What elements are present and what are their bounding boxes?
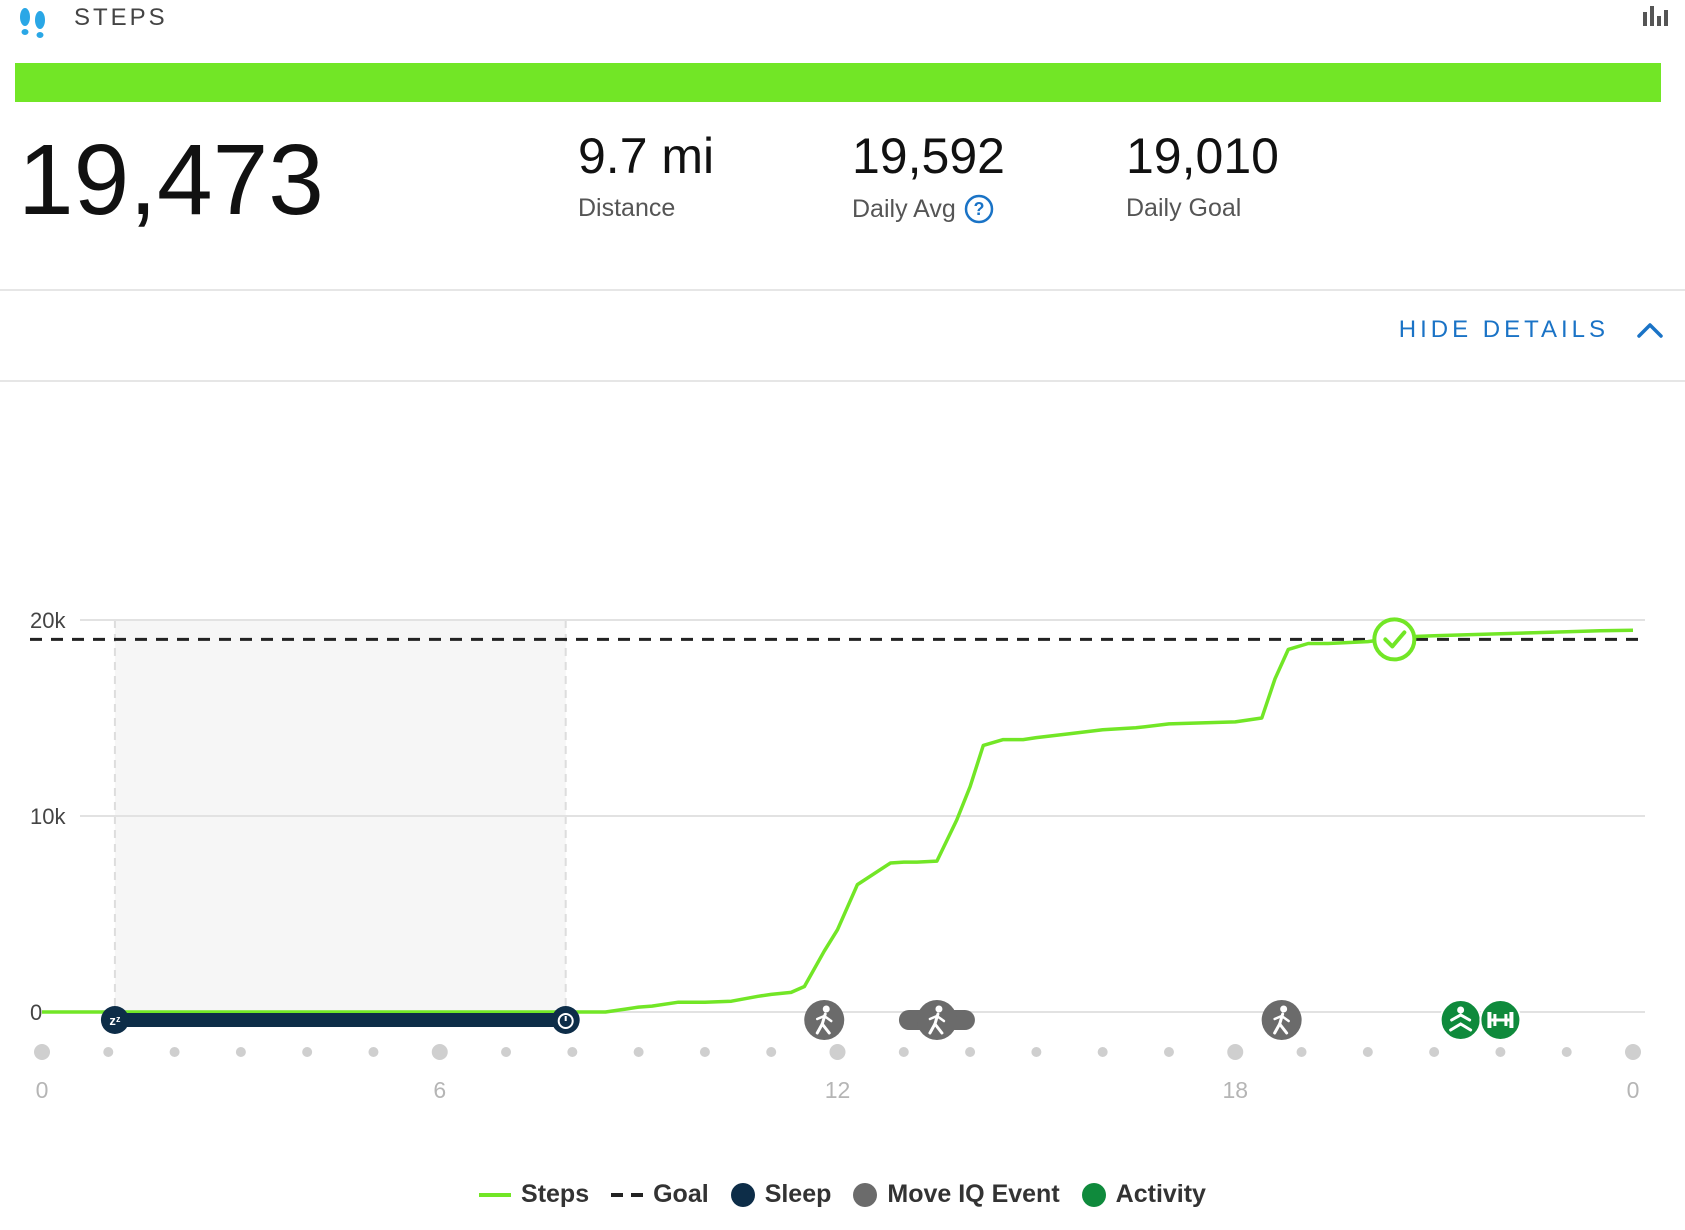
hour-dot [766,1047,777,1057]
hour-dot-major [829,1044,846,1060]
hide-details-label: HIDE DETAILS [1398,316,1609,343]
hour-dot [368,1047,379,1057]
x-tick-label: 0 [36,1077,49,1103]
hour-dot [1296,1047,1307,1057]
hour-dot-major [34,1044,50,1060]
steps-line [42,628,1634,1014]
distance-stat: 9.7 mi Distance [578,128,714,223]
yoga-icon [1457,1006,1465,1014]
legend-steps: Steps [479,1180,589,1209]
hour-dot [103,1047,114,1057]
steps-chart: 0 10k 20k zᶻ 0 6 12 18 0 [30,608,1645,1103]
daily-goal-value: 19,010 [1126,128,1279,184]
x-tick-label: 18 [1222,1077,1248,1103]
bar-chart-icon[interactable] [1641,4,1669,28]
hour-dot [1495,1047,1506,1057]
svg-text:?: ? [973,199,984,219]
legend-goal: Goal [611,1180,709,1209]
daily-avg-stat: 19,592 Daily Avg ? [852,128,1005,224]
legend-activity: Activity [1081,1180,1206,1209]
help-icon[interactable]: ? [964,194,994,224]
legend-sleep-dot [730,1182,755,1207]
widget-title: STEPS [74,4,168,31]
dumbbell-plate [1493,1014,1497,1026]
dumbbell-plate [1487,1012,1492,1028]
y-tick-label: 20k [30,608,66,633]
hour-dot [302,1047,313,1057]
legend-steps-swatch [479,1192,512,1197]
hour-dot [965,1047,976,1057]
legend-moveiq-dot [853,1182,878,1207]
legend-activity-dot [1081,1182,1106,1207]
figure-arms [1273,1014,1290,1023]
divider [0,380,1685,382]
yoga-arms [1450,1013,1472,1022]
distance-value: 9.7 mi [578,128,715,184]
checkmark-icon [1383,630,1407,649]
hour-dot [699,1047,710,1057]
legend-steps-label: Steps [521,1180,590,1208]
dumbbell-plate [1504,1014,1508,1026]
x-tick-label: 6 [433,1077,446,1103]
chevron-up-icon [1637,323,1663,338]
hour-dot [169,1047,180,1057]
hour-dot [1163,1047,1174,1057]
hour-dot [567,1047,578,1057]
hour-dot-major [431,1044,448,1060]
yoga-legs [1449,1022,1473,1032]
goal-progress-bar [15,63,1661,102]
legend-moveiq-label: Move IQ Event [887,1180,1060,1208]
daily-avg-value: 19,592 [852,128,1005,184]
sleep-zzz-icon: zᶻ [109,1013,121,1028]
hour-dot [898,1047,909,1057]
legend-sleep-label: Sleep [764,1180,832,1208]
daily-avg-label: Daily Avg [852,194,956,223]
divider [0,289,1685,291]
figure-leg [820,1022,831,1035]
footprints-icon [20,8,45,38]
hour-dot [1362,1047,1373,1057]
x-tick-label: 12 [825,1077,851,1103]
legend-sleep: Sleep [730,1180,832,1209]
walking-icon [822,1005,830,1013]
x-tick-label: 0 [1627,1077,1640,1103]
y-tick-label: 0 [30,1000,42,1025]
hour-dot [1561,1047,1572,1057]
distance-label: Distance [578,194,676,222]
legend-moveiq: Move IQ Event [853,1180,1060,1209]
hour-dot [1097,1047,1108,1057]
walking-icon [1280,1005,1288,1013]
hour-dot [1429,1047,1440,1057]
elliptical-icon [935,1005,943,1013]
hour-dot [501,1047,512,1057]
goal-reached-marker [1372,617,1417,662]
hour-dot [633,1047,644,1057]
legend-activity-label: Activity [1115,1180,1206,1208]
hour-dot [235,1047,246,1057]
figure-leg [933,1022,944,1035]
hour-dot-major [1227,1044,1244,1060]
legend-goal-swatch [611,1192,644,1197]
hour-dot [1031,1047,1042,1057]
hide-details-button[interactable]: HIDE DETAILS [1399,316,1665,344]
daily-goal-label: Daily Goal [1126,194,1242,222]
widget-header: STEPS [0,0,1685,50]
legend-goal-label: Goal [653,1180,709,1208]
hour-dot-major [1625,1044,1641,1060]
figure-arms [928,1014,946,1023]
activity-marker [1439,999,1482,1041]
figure-arms [815,1014,833,1023]
y-tick-label: 10k [30,804,66,829]
alarm-clock-icon [557,1013,574,1029]
figure-leg [1278,1022,1289,1035]
dumbbell-plate [1509,1012,1514,1028]
sleep-start-marker [100,1006,129,1034]
total-steps: 19,473 [18,124,324,236]
chart-legend: Steps Goal Sleep Move IQ Event Activity [0,1180,1685,1209]
daily-goal-stat: 19,010 Daily Goal [1126,128,1279,223]
